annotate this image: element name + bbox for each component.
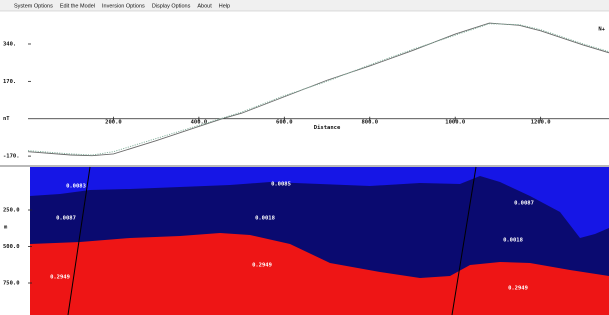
- y-axis-label: nT: [3, 116, 10, 122]
- x-tick-label: 1000.0: [445, 120, 465, 126]
- menu-item[interactable]: System Options: [14, 3, 53, 9]
- x-tick-label: 200.0: [105, 120, 122, 126]
- depth-tick-label: 750.0: [3, 281, 20, 287]
- x-tick-label: 800.0: [361, 120, 378, 126]
- block-label: 0.2949: [252, 263, 272, 269]
- menu-item[interactable]: Edit the Model: [60, 3, 95, 9]
- block-label: 0.2949: [508, 286, 528, 292]
- menu-item[interactable]: Display Options: [152, 3, 191, 9]
- x-tick-label: 600.0: [276, 120, 293, 126]
- app-window: System Options Edit the Model Inversion Op…: [0, 0, 609, 315]
- block-label: 0.0083: [66, 184, 86, 190]
- menu-item[interactable]: Inversion Options: [102, 3, 145, 9]
- block-label: 0.0087: [514, 201, 534, 207]
- menu-item[interactable]: Help: [219, 3, 230, 9]
- page: {"menu": ["System Options", "Edit the Mo…: [0, 0, 609, 315]
- model-panel: 0.0083 0.0085 0.0087 0.0018 0.0087 0.001…: [0, 166, 609, 315]
- depth-tick-label: 250.0: [3, 208, 20, 214]
- block-label: 0.0087: [56, 216, 76, 222]
- y-tick-label: 340.: [3, 41, 16, 47]
- block-label: 0.0085: [271, 182, 291, 188]
- block-label: 0.2949: [50, 275, 70, 281]
- y-tick-label: 170.: [3, 79, 16, 85]
- block-label: 0.0018: [255, 216, 275, 222]
- x-axis-label: Distance: [314, 125, 341, 131]
- x-tick-label: 1200.0: [531, 120, 551, 126]
- y-tick-label: -170.: [3, 154, 20, 160]
- block-label: 0.0018: [503, 238, 523, 244]
- corner-label: N+: [598, 27, 605, 33]
- depth-tick-label: 500.0: [3, 244, 20, 250]
- menu-item[interactable]: About: [197, 3, 212, 9]
- menu: System Options Edit the Model Inversion Op…: [14, 3, 230, 9]
